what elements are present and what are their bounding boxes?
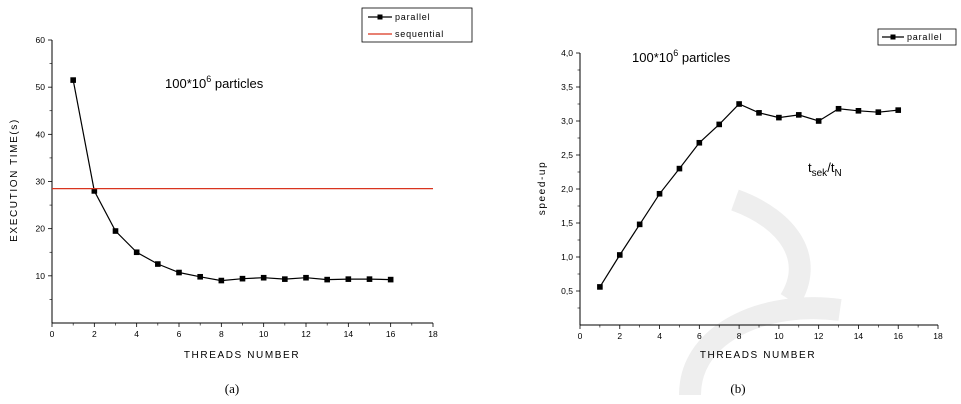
y-tick-label: 10	[36, 271, 46, 281]
data-point-parallel	[835, 105, 842, 112]
execution-time-chart: 0 2 4 6 8 10 12 14 16 18 10 20 30 40 50 60 100*106 par…	[9, 7, 473, 396]
data-point-parallel	[345, 276, 352, 282]
x-tick-label: 18	[933, 331, 943, 341]
chart-b-speedup-formula: tsek/tN	[808, 160, 842, 179]
chart-b-x-ticks: 0 2 4 6 8 10 12 14 16 18	[578, 325, 943, 341]
chart-a-y-ticks: 10 20 30 40 50 60	[36, 35, 52, 300]
chart-b-y-axis-label: speed-up	[537, 161, 548, 216]
y-tick-label: 2,0	[561, 184, 573, 194]
data-point-parallel	[656, 190, 663, 197]
y-tick-label: 40	[36, 129, 46, 139]
data-point-parallel	[795, 112, 802, 118]
speed-up-chart: 0 2 4 6 8 10 12 14 16 18 0,5 1,0 1,5 2,0 2,5 3,0 3,5 4,0…	[537, 28, 957, 396]
x-tick-label: 0	[50, 329, 55, 339]
y-tick-label: 60	[36, 35, 46, 45]
chart-b-axes	[579, 53, 938, 326]
legend-parallel-label: parallel	[395, 12, 430, 22]
chart-b-x-axis-label: THREADS NUMBER	[700, 350, 816, 361]
x-tick-label: 6	[697, 331, 702, 341]
x-tick-label: 4	[134, 329, 139, 339]
x-tick-label: 2	[92, 329, 97, 339]
data-point-parallel	[176, 269, 182, 276]
y-tick-label: 0,5	[561, 286, 573, 296]
x-tick-label: 2	[617, 331, 622, 341]
data-point-parallel	[112, 228, 119, 234]
series-line-parallel	[72, 79, 391, 282]
chart-a-y-axis-label: EXECUTION TIME(s)	[9, 118, 20, 242]
legend-parallel-label-b: parallel	[907, 32, 942, 42]
data-point-parallel	[387, 276, 394, 283]
watermark	[679, 189, 842, 396]
x-tick-label: 10	[259, 329, 269, 339]
data-point-parallel	[324, 276, 330, 283]
data-point-parallel	[736, 101, 742, 107]
data-point-parallel	[756, 110, 762, 116]
chart-a-x-axis-label: THREADS NUMBER	[184, 350, 300, 361]
data-point-parallel	[776, 114, 782, 121]
x-tick-label: 6	[177, 329, 182, 339]
data-point-parallel	[70, 77, 76, 83]
x-tick-label: 16	[386, 329, 396, 339]
chart-b-y-ticks: 0,5 1,0 1,5 2,0 2,5 3,0 3,5 4,0	[561, 48, 580, 309]
data-point-parallel	[696, 139, 703, 146]
y-tick-label: 3,0	[561, 116, 573, 126]
series-line-parallel	[599, 103, 899, 288]
data-point-parallel	[716, 121, 723, 128]
x-tick-label: 8	[219, 329, 224, 339]
data-point-parallel	[91, 188, 98, 194]
y-tick-label: 20	[36, 224, 46, 234]
data-point-parallel	[218, 277, 225, 284]
legend-parallel-marker-b	[890, 34, 896, 40]
x-tick-label: 8	[737, 331, 742, 341]
data-point-parallel	[636, 221, 643, 228]
y-tick-label: 3,5	[561, 82, 573, 92]
y-tick-label: 4,0	[561, 48, 573, 58]
data-point-parallel	[282, 276, 288, 282]
x-tick-label: 4	[657, 331, 662, 341]
chart-a-annotation: 100*106 particles	[165, 74, 264, 91]
x-tick-label: 12	[301, 329, 311, 339]
y-tick-label: 1,0	[561, 252, 573, 262]
x-tick-label: 10	[774, 331, 784, 341]
chart-a-legend: parallel sequential	[361, 7, 473, 43]
x-tick-label: 18	[428, 329, 438, 339]
chart-a-series	[52, 77, 433, 284]
data-point-parallel	[239, 275, 246, 282]
data-point-parallel	[815, 118, 822, 124]
y-tick-label: 2,5	[561, 150, 573, 160]
y-tick-label: 50	[36, 82, 46, 92]
data-point-parallel	[895, 107, 902, 113]
data-point-parallel	[133, 249, 140, 256]
x-tick-label: 14	[854, 331, 864, 341]
legend-parallel-marker	[377, 14, 383, 20]
chart-b-annotation: 100*106 particles	[632, 48, 731, 65]
x-tick-label: 16	[893, 331, 903, 341]
data-point-parallel	[366, 276, 373, 282]
legend-sequential-label: sequential	[395, 29, 444, 39]
data-point-parallel	[260, 274, 267, 281]
data-point-parallel	[597, 284, 603, 290]
x-tick-label: 12	[814, 331, 824, 341]
y-tick-label: 1,5	[561, 218, 573, 228]
data-point-parallel	[616, 252, 623, 258]
chart-b-series	[597, 101, 902, 290]
data-point-parallel	[197, 273, 203, 280]
chart-b-legend: parallel	[877, 28, 957, 46]
chart-b-caption: (b)	[730, 381, 745, 396]
chart-a-x-ticks: 0 2 4 6 8 10 12 14 16 18	[50, 323, 438, 339]
x-tick-label: 0	[578, 331, 583, 341]
data-point-parallel	[155, 261, 161, 267]
data-point-parallel	[303, 274, 309, 281]
data-point-parallel	[855, 108, 862, 114]
x-tick-label: 14	[344, 329, 354, 339]
chart-a-caption: (a)	[225, 381, 239, 396]
y-tick-label: 30	[36, 177, 46, 187]
data-point-parallel	[676, 165, 683, 172]
data-point-parallel	[875, 109, 882, 115]
